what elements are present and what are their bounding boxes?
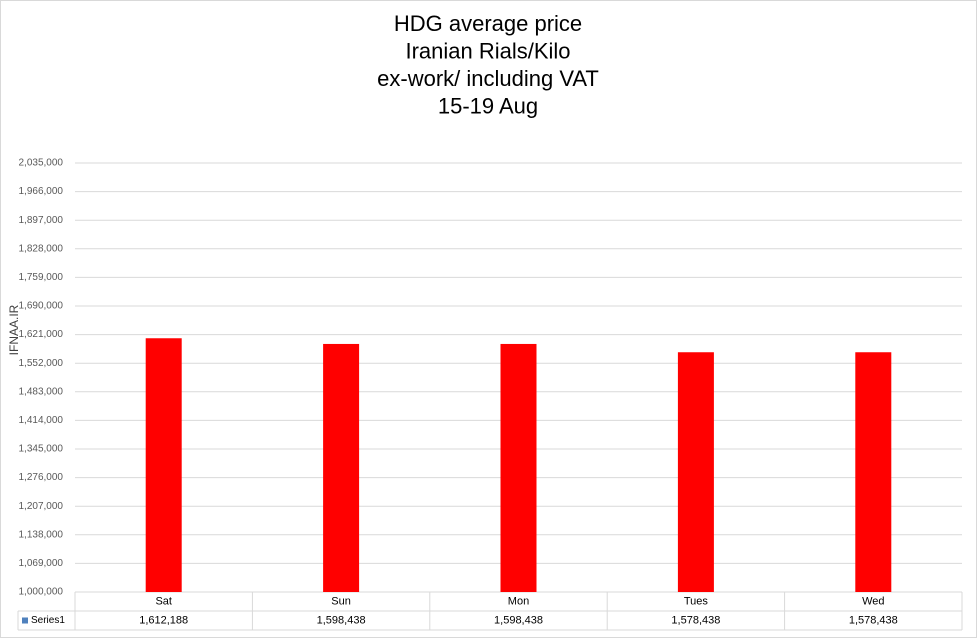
bar <box>323 343 360 592</box>
y-tick-label: 2,035,000 <box>19 158 64 169</box>
chart-title: ex-work/ including VAT <box>377 66 599 91</box>
bar <box>677 352 714 592</box>
table-value: 1,578,438 <box>671 614 720 626</box>
y-tick-label: 1,690,000 <box>19 301 64 312</box>
table-value: 1,612,188 <box>139 614 188 626</box>
x-tick-label: Sun <box>331 595 351 607</box>
chart-title: HDG average price <box>394 11 582 36</box>
bar <box>855 352 892 592</box>
x-tick-label: Wed <box>862 595 884 607</box>
legend-key <box>22 617 28 624</box>
y-tick-label: 1,069,000 <box>19 558 64 569</box>
y-tick-label: 1,276,000 <box>19 472 64 483</box>
y-tick-label: 1,414,000 <box>19 415 64 426</box>
bar <box>500 343 537 592</box>
table-value: 1,598,438 <box>317 614 366 626</box>
table-value: 1,578,438 <box>849 614 898 626</box>
x-tick-label: Mon <box>508 595 529 607</box>
y-tick-label: 1,345,000 <box>19 444 64 455</box>
y-tick-label: 1,483,000 <box>19 386 64 397</box>
y-tick-label: 1,207,000 <box>19 501 64 512</box>
x-tick-label: Sat <box>155 595 172 607</box>
y-tick-label: 1,966,000 <box>19 186 64 197</box>
chart-title: 15-19 Aug <box>438 93 538 118</box>
x-tick-label: Tues <box>684 595 709 607</box>
y-tick-label: 1,828,000 <box>19 243 64 254</box>
bar <box>145 338 182 592</box>
y-tick-label: 1,621,000 <box>19 329 64 340</box>
y-tick-label: 1,138,000 <box>19 529 64 540</box>
y-tick-label: 1,897,000 <box>19 215 64 226</box>
y-tick-label: 1,552,000 <box>19 358 64 369</box>
y-tick-label: 1,759,000 <box>19 272 64 283</box>
table-value: 1,598,438 <box>494 614 543 626</box>
legend-label: Series1 <box>31 615 65 626</box>
y-axis-label: IFNAA.IR <box>7 304 21 355</box>
chart-title: Iranian Rials/Kilo <box>405 38 570 63</box>
y-tick-label: 1,000,000 <box>19 587 64 598</box>
